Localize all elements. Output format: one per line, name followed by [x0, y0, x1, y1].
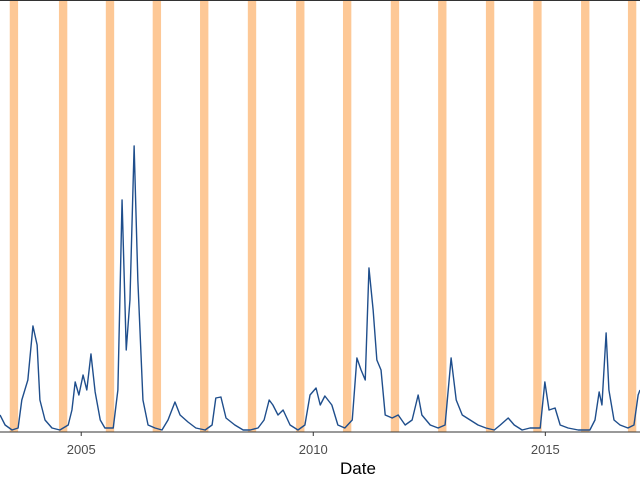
band	[342, 0, 352, 432]
band	[627, 0, 637, 432]
band	[9, 0, 19, 432]
line	[0, 145, 640, 431]
band	[58, 0, 68, 432]
x-tick-label: 2015	[531, 442, 560, 457]
x-tick-label: 2005	[67, 442, 96, 457]
band	[152, 0, 162, 432]
band	[438, 0, 447, 432]
band	[200, 0, 209, 432]
x-tick-label: 2010	[299, 442, 328, 457]
band	[581, 0, 590, 432]
plot	[0, 145, 640, 431]
band	[390, 0, 400, 432]
bands	[9, 0, 637, 432]
x-axis-label: Date	[340, 459, 376, 478]
band	[533, 0, 542, 432]
band	[247, 0, 257, 432]
band	[105, 0, 115, 432]
band	[485, 0, 495, 432]
band	[296, 0, 305, 432]
